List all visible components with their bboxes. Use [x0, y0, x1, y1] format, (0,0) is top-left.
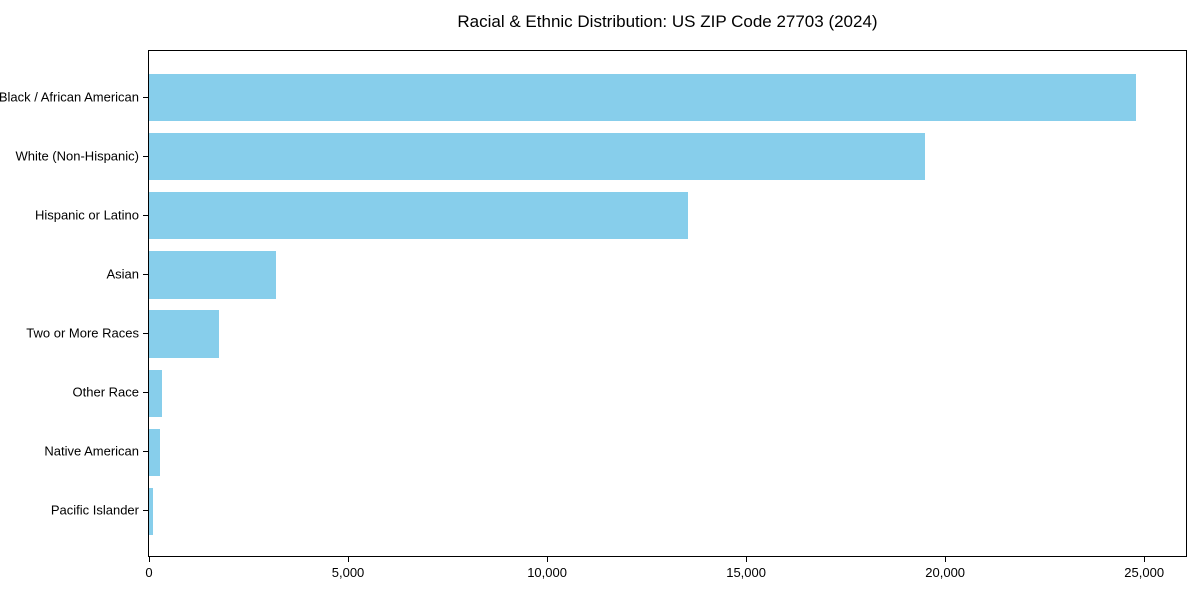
x-axis-tick	[1144, 557, 1146, 562]
y-axis-tick	[143, 510, 148, 512]
x-axis-tick-label: 10,000	[527, 565, 567, 580]
y-axis-label: Two or More Races	[26, 325, 139, 341]
y-axis-label: White (Non-Hispanic)	[15, 148, 139, 164]
bar-two-or-more-races	[149, 310, 220, 358]
y-axis-tick	[143, 333, 148, 335]
bar-pacific-islander	[149, 487, 153, 536]
bar-other-race	[149, 369, 162, 417]
y-axis-tick	[143, 96, 148, 98]
plot-area	[148, 50, 1187, 557]
y-axis-tick	[143, 392, 148, 394]
y-axis-label: Other Race	[72, 384, 139, 400]
bar-black-african-american	[149, 73, 1137, 122]
x-axis-tick	[348, 557, 350, 562]
y-axis-tick	[143, 214, 148, 216]
x-axis-tick-label: 25,000	[1124, 565, 1165, 580]
bar-white-non-hispanic	[149, 133, 926, 181]
x-axis-tick-label: 0	[145, 565, 153, 580]
bar-asian	[149, 251, 276, 299]
y-axis-tick	[143, 155, 148, 157]
y-axis-label: Asian	[106, 266, 139, 282]
y-axis-tick	[143, 451, 148, 453]
y-axis-label: Pacific Islander	[50, 502, 139, 518]
y-axis-tick	[143, 273, 148, 275]
bar-hispanic-or-latino	[149, 192, 689, 240]
x-axis-tick-label: 20,000	[925, 565, 966, 580]
y-axis-label: Native American	[44, 443, 139, 459]
y-axis-label: Black / African American	[0, 89, 139, 105]
chart-title: Racial & Ethnic Distribution: US ZIP Cod…	[457, 12, 878, 31]
x-axis-tick	[945, 557, 947, 562]
bar-native-american	[149, 428, 161, 476]
x-axis-tick-label: 15,000	[726, 565, 766, 580]
x-axis-tick	[547, 557, 549, 562]
x-axis-tick-label: 5,000	[331, 565, 365, 580]
x-axis-tick	[149, 557, 150, 562]
x-axis-tick	[746, 557, 748, 562]
y-axis-label: Hispanic or Latino	[34, 207, 139, 223]
